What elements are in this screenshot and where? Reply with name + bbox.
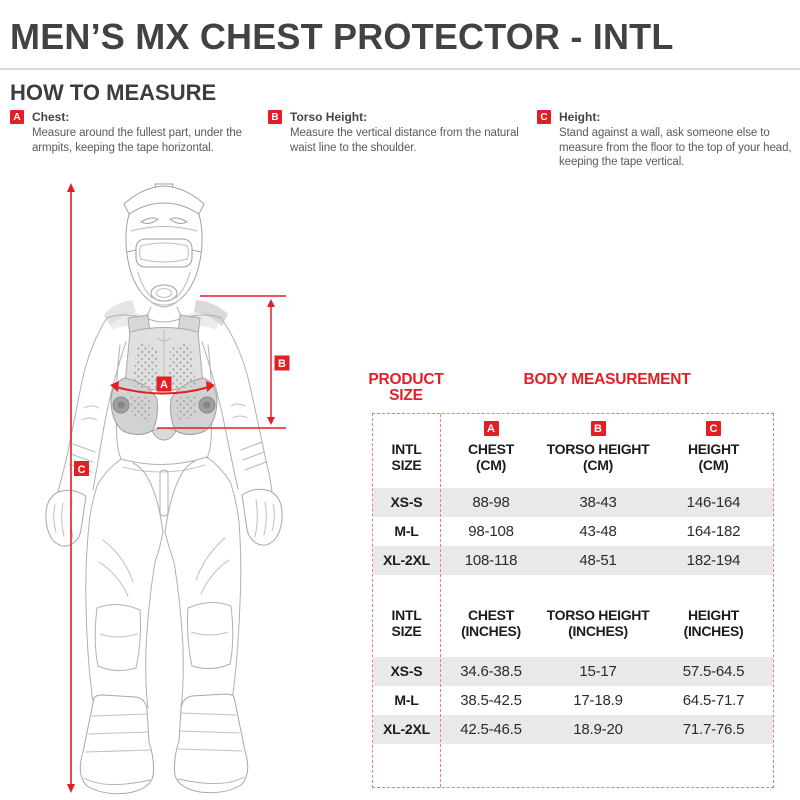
figure-marker-a-label: A	[160, 379, 168, 391]
instruction-height: C Height: Stand against a wall, ask some…	[537, 110, 799, 170]
inches-header-height: HEIGHT (INCHES)	[683, 607, 744, 639]
table-row-in-xs-s: XS-S 34.6-38.5 15-17 57.5-64.5	[373, 657, 773, 686]
instruction-chest-label: Chest:	[32, 110, 70, 124]
pants	[85, 456, 242, 711]
instruction-height-text: Stand against a wall, ask someone else t…	[559, 127, 792, 168]
cm-badge-row: A B C	[373, 421, 773, 436]
figure-marker-a	[156, 376, 172, 392]
inches-rows: XS-S 34.6-38.5 15-17 57.5-64.5 M-L 38.5-…	[373, 657, 773, 744]
instruction-torso-height-label: Torso Height:	[290, 110, 368, 124]
marker-b-badge: B	[268, 110, 282, 124]
table-row-cm-xs-s: XS-S 88-98 38-43 146-164	[373, 488, 773, 517]
cm-header-height: HEIGHT (CM)	[687, 441, 740, 473]
gloves	[45, 488, 283, 547]
figure-marker-c	[74, 461, 89, 476]
table-marker-c-badge: C	[706, 421, 721, 436]
cm-header-intl-size: INTL SIZE	[391, 441, 422, 473]
boots	[79, 693, 249, 795]
torso-measure-arrow	[157, 295, 286, 429]
figure-marker-c-label: C	[78, 464, 86, 476]
instruction-torso-height-text: Measure the vertical distance from the n…	[290, 127, 519, 154]
size-table: A B C INTL SIZE CHEST (CM) TORSO HEIGHT (CM…	[372, 413, 774, 788]
rider-figure	[45, 183, 283, 795]
body-measurement-label: BODY MEASUREMENT	[523, 371, 691, 388]
chest-protector	[110, 314, 218, 441]
cm-header-chest: CHEST (CM)	[468, 441, 514, 473]
inches-header-torso-height: TORSO HEIGHT (INCHES)	[546, 607, 650, 639]
table-marker-b-badge: B	[590, 421, 606, 436]
title-divider	[0, 68, 800, 70]
table-column-divider	[440, 414, 441, 787]
inches-header-intl-size: INTL SIZE	[391, 607, 422, 639]
figure-marker-b-label: B	[278, 358, 286, 370]
table-row-in-m-l: M-L 38.5-42.5 17-18.9 64.5-71.7	[394, 692, 745, 709]
marker-c-badge: C	[537, 110, 551, 124]
cm-header-torso-height: TORSO HEIGHT (CM)	[546, 441, 650, 473]
instruction-chest: A Chest: Measure around the fullest part…	[10, 110, 262, 155]
table-marker-a-badge: A	[483, 421, 499, 436]
helmet	[123, 183, 205, 308]
instruction-height-label: Height:	[559, 110, 601, 124]
rider-measurement-diagram: A B C	[45, 183, 290, 795]
chest-measure-arrow	[110, 381, 215, 395]
instruction-chest-text: Measure around the fullest part, under t…	[32, 127, 242, 154]
table-row-cm-m-l: M-L 98-108 43-48 164-182	[394, 523, 741, 540]
product-size-label: PRODUCT SIZE	[368, 371, 444, 404]
height-measure-arrow	[67, 183, 75, 793]
page-title: MEN’S MX CHEST PROTECTOR - INTL	[10, 16, 674, 57]
marker-a-badge: A	[10, 110, 24, 124]
figure-marker-b	[274, 355, 290, 371]
inches-header-chest: CHEST (INCHES)	[461, 607, 521, 639]
how-to-measure-heading: HOW TO MEASURE	[10, 80, 217, 105]
inches-header-row: INTL SIZE CHEST (INCHES) TORSO HEIGHT (INCH…	[373, 607, 773, 639]
cm-rows: XS-S 88-98 38-43 146-164 M-L 98-108 43-4…	[373, 488, 773, 575]
instruction-torso-height: B Torso Height: Measure the vertical dis…	[268, 110, 520, 155]
figure-marker-badges: A B C	[74, 355, 290, 476]
table-row-cm-xl-2xl: XL-2XL 108-118 48-51 182-194	[373, 546, 773, 575]
table-row-in-xl-2xl: XL-2XL 42.5-46.5 18.9-20 71.7-76.5	[373, 715, 773, 744]
cm-header-row: INTL SIZE CHEST (CM) TORSO HEIGHT (CM) HEIG…	[373, 441, 773, 473]
